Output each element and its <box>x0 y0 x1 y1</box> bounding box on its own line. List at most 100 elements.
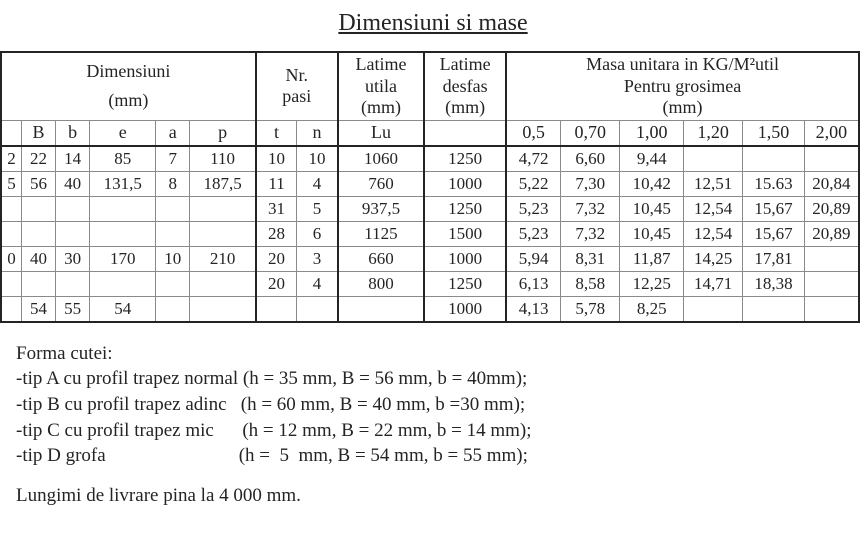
cell-B <box>21 271 55 296</box>
table-row: 315937,512505,237,3210,4512,5415,6720,89 <box>1 196 859 221</box>
cell-m20: 20,84 <box>804 171 859 196</box>
cell-Lu: 937,5 <box>338 196 424 221</box>
cell-e: 131,5 <box>90 171 156 196</box>
cell-m10: 10,45 <box>620 196 684 221</box>
cell-c0: 0 <box>1 246 21 271</box>
cell-a <box>156 221 190 246</box>
cell-m10: 10,42 <box>620 171 684 196</box>
cell-ld: 1250 <box>424 271 506 296</box>
note-line: -tip A cu profil trapez normal (h = 35 m… <box>16 366 866 392</box>
cell-Lu <box>338 296 424 322</box>
cell-b <box>56 221 90 246</box>
col-a: a <box>156 120 190 146</box>
col-m20: 2,00 <box>804 120 859 146</box>
col-m10: 1,00 <box>620 120 684 146</box>
table-body: 222148571101010106012504,726,609,4455640… <box>1 146 859 322</box>
cell-a <box>156 296 190 322</box>
cell-m05: 5,23 <box>506 221 561 246</box>
hdr-lu-l1: Latime <box>341 54 421 76</box>
table-row: 040301701021020366010005,948,3111,8714,2… <box>1 246 859 271</box>
hdr-latime-utila: Latime utila (mm) <box>338 52 424 120</box>
hdr-lu-l3: (mm) <box>341 97 421 119</box>
note-line: -tip B cu profil trapez adinc (h = 60 mm… <box>16 392 866 418</box>
cell-b: 55 <box>56 296 90 322</box>
cell-b <box>56 271 90 296</box>
cell-e <box>90 271 156 296</box>
cell-a: 8 <box>156 171 190 196</box>
cell-c0: 2 <box>1 146 21 172</box>
cell-m05: 5,94 <box>506 246 561 271</box>
page-title: Dimensiuni si mase <box>0 10 866 37</box>
cell-B: 22 <box>21 146 55 172</box>
cell-B <box>21 221 55 246</box>
col-e: e <box>90 120 156 146</box>
cell-m15 <box>743 296 804 322</box>
cell-b <box>56 196 90 221</box>
table-row: 20480012506,138,5812,2514,7118,38 <box>1 271 859 296</box>
table-row: 222148571101010106012504,726,609,44 <box>1 146 859 172</box>
hdr-nrpasi-l1: Nr. <box>259 65 335 87</box>
cell-p: 110 <box>190 146 256 172</box>
cell-m15: 15.63 <box>743 171 804 196</box>
hdr-ld-l2: desfas <box>427 76 503 98</box>
note-line: -tip D grofa (h = 5 mm, B = 54 mm, b = 5… <box>16 443 866 469</box>
cell-n: 6 <box>297 221 338 246</box>
cell-m15: 18,38 <box>743 271 804 296</box>
cell-p: 187,5 <box>190 171 256 196</box>
cell-m12: 14,71 <box>684 271 743 296</box>
cell-m15: 17,81 <box>743 246 804 271</box>
cell-m10: 12,25 <box>620 271 684 296</box>
col-m07: 0,70 <box>561 120 620 146</box>
cell-p <box>190 196 256 221</box>
col-b: b <box>56 120 90 146</box>
cell-p: 210 <box>190 246 256 271</box>
cell-m05: 4,13 <box>506 296 561 322</box>
cell-m07: 7,32 <box>561 221 620 246</box>
cell-m05: 6,13 <box>506 271 561 296</box>
cell-n: 5 <box>297 196 338 221</box>
cell-n: 10 <box>297 146 338 172</box>
cell-m12 <box>684 296 743 322</box>
table-row: 286112515005,237,3210,4512,5415,6720,89 <box>1 221 859 246</box>
cell-p <box>190 271 256 296</box>
cell-ld: 1500 <box>424 221 506 246</box>
cell-c0: 5 <box>1 171 21 196</box>
hdr-masa-l3: (mm) <box>509 97 856 119</box>
cell-m07: 5,78 <box>561 296 620 322</box>
cell-m10: 10,45 <box>620 221 684 246</box>
cell-m15 <box>743 146 804 172</box>
cell-m20 <box>804 296 859 322</box>
cell-a: 7 <box>156 146 190 172</box>
cell-c0 <box>1 271 21 296</box>
cell-t: 20 <box>256 271 297 296</box>
cell-m20 <box>804 246 859 271</box>
cell-n: 3 <box>297 246 338 271</box>
cell-a: 10 <box>156 246 190 271</box>
col-t: t <box>256 120 297 146</box>
cell-m10: 9,44 <box>620 146 684 172</box>
cell-Lu: 1060 <box>338 146 424 172</box>
cell-c0 <box>1 296 21 322</box>
notes-heading: Forma cutei: <box>16 341 866 367</box>
cell-m15: 15,67 <box>743 196 804 221</box>
cell-B: 40 <box>21 246 55 271</box>
cell-p <box>190 296 256 322</box>
hdr-latime-desfas: Latime desfas (mm) <box>424 52 506 120</box>
cell-t <box>256 296 297 322</box>
cell-t: 31 <box>256 196 297 221</box>
cell-ld: 1000 <box>424 296 506 322</box>
cell-Lu: 1125 <box>338 221 424 246</box>
cell-e <box>90 196 156 221</box>
col-ld <box>424 120 506 146</box>
cell-B <box>21 196 55 221</box>
cell-t: 11 <box>256 171 297 196</box>
cell-m12: 12,54 <box>684 221 743 246</box>
note-line: -tip C cu profil trapez mic (h = 12 mm, … <box>16 418 866 444</box>
cell-Lu: 660 <box>338 246 424 271</box>
hdr-ld-l3: (mm) <box>427 97 503 119</box>
cell-m10: 8,25 <box>620 296 684 322</box>
cell-m15: 15,67 <box>743 221 804 246</box>
cell-b: 30 <box>56 246 90 271</box>
col-p: p <box>190 120 256 146</box>
table-row: 55640131,58187,511476010005,227,3010,421… <box>1 171 859 196</box>
